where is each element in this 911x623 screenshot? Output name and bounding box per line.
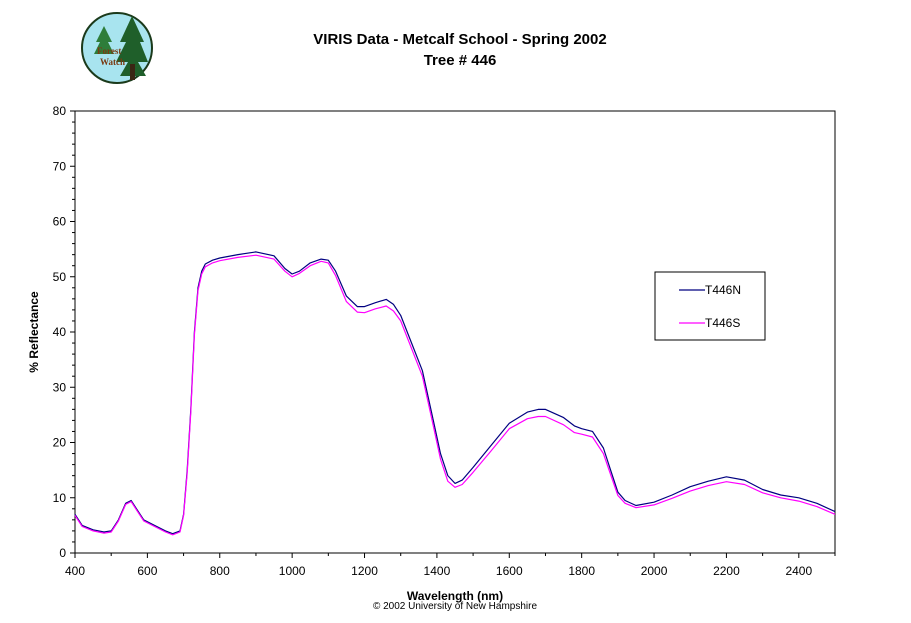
logo-text-watch: Watch [100, 57, 125, 67]
legend-box [654, 271, 766, 341]
series-line-t446n [74, 251, 836, 535]
logo-text-forest: Forest [97, 46, 121, 56]
y-axis-title: % Reflectance [27, 291, 41, 373]
y-tick-label: 30 [53, 380, 67, 394]
legend-label-t446n: T446N [705, 283, 741, 297]
copyright-notice: © 2002 University of New Hampshire [372, 601, 538, 612]
y-tick-label: 10 [53, 491, 67, 505]
chart-title: VIRIS Data - Metcalf School - Spring 200… [313, 31, 607, 48]
x-tick-label: 600 [137, 564, 157, 578]
x-tick-label: 1800 [568, 564, 595, 578]
x-axis: 400 600 800 1000 1200 1400 1600 1800 2000 2200 240… [65, 553, 836, 578]
forest-watch-logo: Forest Watch [81, 12, 153, 84]
series-layer [74, 251, 836, 536]
x-tick-label: 2400 [785, 564, 812, 578]
y-tick-label: 40 [53, 325, 67, 339]
y-tick-label: 70 [53, 159, 67, 173]
y-tick-label: 60 [53, 215, 67, 229]
y-tick-label: 80 [53, 104, 67, 118]
x-tick-label: 1000 [279, 564, 306, 578]
x-tick-label: 2200 [713, 564, 740, 578]
y-tick-label: 20 [53, 436, 67, 450]
x-tick-label: 1200 [351, 564, 378, 578]
x-tick-label: 2000 [641, 564, 668, 578]
y-tick-label: 0 [59, 546, 66, 560]
x-tick-label: 800 [210, 564, 230, 578]
x-tick-label: 1600 [496, 564, 523, 578]
series-line-t446s [74, 254, 836, 536]
x-tick-label: 1400 [424, 564, 451, 578]
x-axis-title: Wavelength (nm) [407, 589, 503, 603]
x-tick-label: 400 [65, 564, 85, 578]
y-tick-label: 50 [53, 270, 67, 284]
legend-label-t446s: T446S [705, 316, 740, 330]
y-axis: 0 10 20 30 40 50 60 70 80 [53, 104, 75, 560]
chart-subtitle: Tree # 446 [423, 52, 497, 69]
legend: T446N T446S [654, 271, 766, 341]
